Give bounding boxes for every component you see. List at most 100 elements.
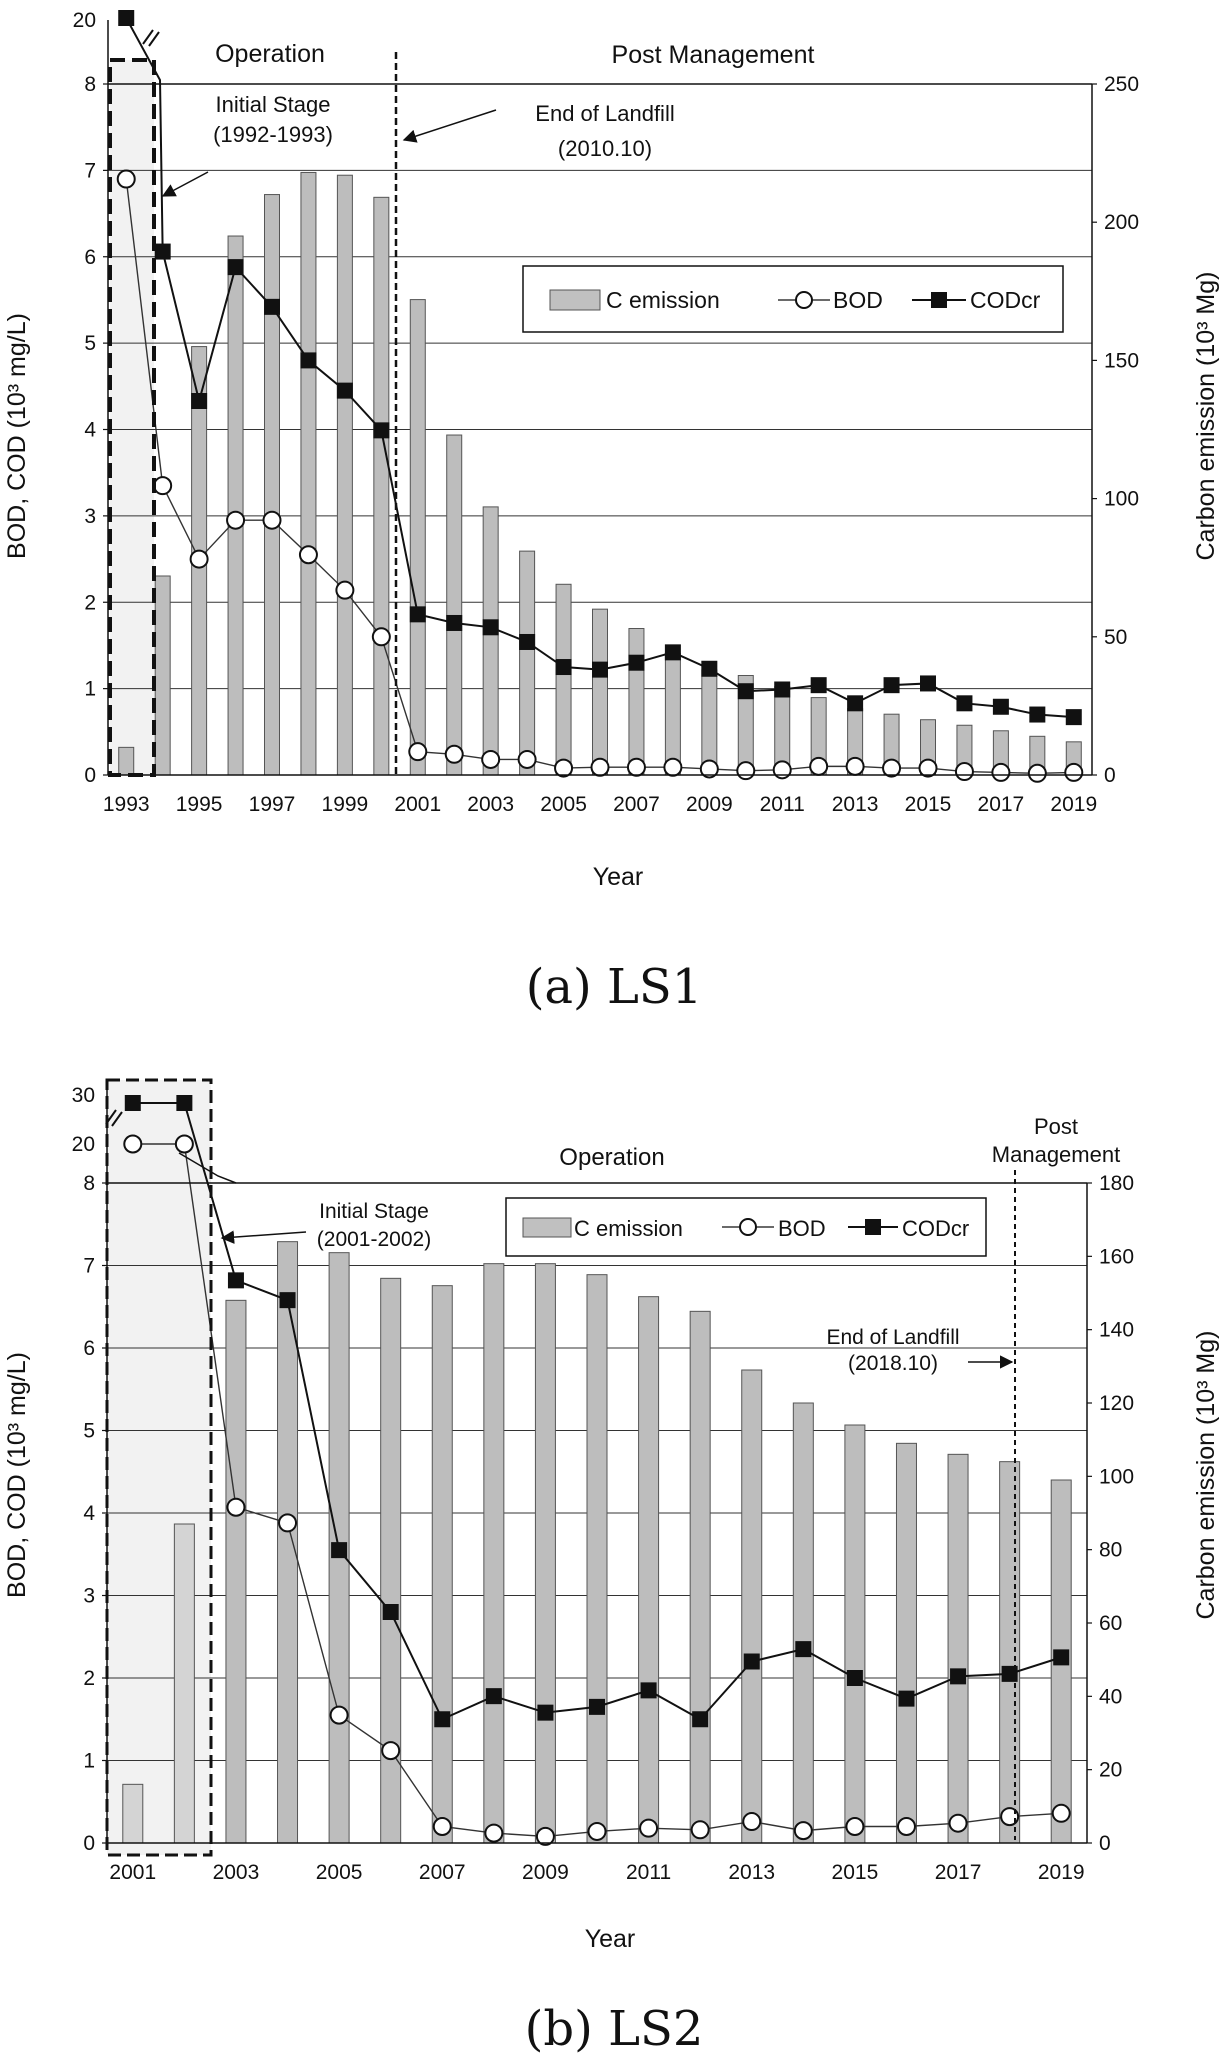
ls2-codcr-point-2007 (434, 1711, 451, 1728)
ls2-codcr-point-2019 (1053, 1649, 1070, 1666)
ls1-right-tick-0: 0 (1104, 764, 1116, 787)
ls2-c-emission-bar-2008 (483, 1263, 505, 1844)
ls2-c-emission-bar-2009 (534, 1263, 556, 1844)
ls2-left-tick-0: 0 (83, 1832, 95, 1855)
ls1-codcr-point-2004 (519, 633, 536, 650)
ls2-right-tick-20: 20 (1099, 1759, 1122, 1782)
ls1-bod-point-2005 (554, 758, 574, 778)
ls1-right-tick-150: 150 (1104, 349, 1139, 372)
ls1-c-emission-bar-2003 (482, 506, 499, 776)
ls2-left-tick-7: 7 (83, 1255, 95, 1278)
ls2-bod-point-2015 (845, 1817, 865, 1836)
ls1-codcr-point-1993 (118, 10, 135, 26)
ls1-bod-point-2002 (444, 744, 464, 764)
ls2-legend-c-emission: C emission (574, 1216, 683, 1241)
ls2-left-tick-6: 6 (83, 1337, 95, 1360)
ls1-post-management-label: Post Management (612, 41, 815, 69)
ls2-bod-point-2012 (690, 1820, 710, 1840)
ls1-bod-point-1995 (189, 549, 209, 569)
ls1-right-tick-200: 200 (1104, 211, 1139, 234)
ls1-right-tick-100: 100 (1104, 488, 1139, 511)
ls1-legend-bod: BOD (833, 287, 883, 313)
ls1-codcr-point-2001 (409, 606, 426, 623)
ls1-codcr-point-2000 (373, 422, 390, 439)
ls2-bod-point-2006 (381, 1741, 401, 1761)
ls2-legend-codcr: CODcr (902, 1216, 969, 1241)
ls1-bod-point-2010 (736, 761, 756, 781)
ls1-left-break-tick-20: 20 (73, 9, 96, 32)
ls1-x-tick-1993: 1993 (103, 793, 150, 816)
ls2-c-emission-bar-2014 (792, 1402, 814, 1844)
ls1-x-tick-2015: 2015 (905, 793, 952, 816)
ls1-bod-point-2007 (626, 757, 646, 777)
ls2-bod-point-2007 (432, 1817, 452, 1836)
ls2-line-series (123, 1095, 1071, 1846)
ls2-bod-point-2014 (793, 1821, 813, 1841)
ls2-codcr-point-2013 (743, 1653, 760, 1670)
ls2-c-emission-bar-2011 (638, 1296, 660, 1844)
ls1-bod-point-2017 (991, 762, 1011, 782)
ls1-codcr-point-2015 (920, 675, 936, 692)
ls1-end-of-landfill-arrow (402, 109, 497, 143)
ls1-c-emission-bar-2006 (592, 608, 608, 776)
ls1-legend: C emission BOD CODcr (522, 265, 1064, 333)
ls1-bod-point-2015 (918, 758, 938, 778)
ls1-x-tick-1997: 1997 (249, 793, 296, 816)
ls2-c-emission-bar-2015 (844, 1424, 866, 1844)
ls1-legend-bod-marker (795, 291, 813, 309)
ls2-c-emission-bar-2001 (122, 1783, 144, 1844)
ls2-right-tick-60: 60 (1099, 1612, 1122, 1635)
ls1-x-tick-2005: 2005 (540, 793, 587, 816)
ls1-c-emission-bar-1996 (227, 235, 244, 776)
ls1-operation-label: Operation (215, 40, 325, 68)
ls1-bod-point-2016 (954, 762, 974, 782)
ls1-caption: (a) LS1 (526, 959, 703, 1015)
ls1-bod-point-1999 (335, 580, 355, 600)
ls1-c-emission-bar-2001 (409, 299, 426, 776)
ls1-bod-point-2008 (663, 757, 683, 777)
ls1-codcr-point-2010 (737, 683, 754, 700)
ls1-codcr-point-2013 (847, 695, 864, 712)
ls1-codcr-point-2011 (774, 681, 791, 698)
ls1-bar-series (118, 171, 1082, 776)
ls1-x-tick-2009: 2009 (686, 793, 733, 816)
ls1-left-tick-7: 7 (84, 159, 96, 182)
ls1-c-emission-bar-1997 (264, 194, 280, 776)
ls2-codcr-point-2001 (124, 1095, 141, 1111)
ls1-left-tick-0: 0 (84, 764, 96, 787)
ls2-bar-series (122, 1241, 1072, 1844)
ls2-initial-stage-label: Initial Stage (319, 1200, 429, 1223)
ls2-x-tick-2011: 2011 (626, 1861, 671, 1884)
ls1-codcr-point-1995 (191, 392, 208, 409)
ls2-left-break-tick-30: 30 (72, 1084, 95, 1107)
ls1-bod-point-2000 (371, 627, 391, 647)
ls1-codcr-point-2014 (883, 677, 900, 694)
ls1-codcr-point-2017 (992, 698, 1009, 715)
ls1-bod-point-1998 (298, 545, 318, 565)
ls1-legend-codcr-marker (931, 292, 947, 308)
ls1-bod-point-1996 (226, 510, 246, 530)
ls2-bod-point-2004 (278, 1513, 298, 1533)
ls2-bod-point-2016 (896, 1817, 916, 1836)
ls2-left-break-tick-20: 20 (72, 1133, 95, 1156)
ls2-x-tick-2015: 2015 (832, 1861, 879, 1884)
ls1-codcr-point-2005 (555, 659, 572, 676)
ls2-bod-point-2013 (742, 1812, 762, 1832)
ls2-codcr-point-2010 (589, 1698, 605, 1715)
ls1-x-tick-2019: 2019 (1050, 793, 1097, 816)
ls1-x-tick-2003: 2003 (467, 793, 514, 816)
ls1-bod-point-2019 (1064, 762, 1084, 782)
ls2-bod-point-2002 (174, 1134, 194, 1154)
ls2-end-of-landfill-date: (2018.10) (848, 1352, 938, 1375)
ls2-bod-point-2008 (484, 1823, 504, 1843)
ls2-bod-point-2011 (639, 1818, 659, 1838)
ls2-x-tick-2001: 2001 (109, 1861, 156, 1884)
ls2-c-emission-bar-2003 (225, 1299, 247, 1844)
ls2-codcr-point-2009 (537, 1704, 554, 1721)
ls2-right-tick-120: 120 (1099, 1392, 1134, 1415)
ls1-initial-stage-box (108, 58, 156, 777)
ls1-left-tick-8: 8 (84, 73, 96, 96)
ls1-left-tick-3: 3 (84, 505, 96, 528)
ls2-x-tick-2017: 2017 (935, 1861, 982, 1884)
ls1-right-axis-title: Carbon emission (10³ Mg) (1192, 272, 1220, 561)
